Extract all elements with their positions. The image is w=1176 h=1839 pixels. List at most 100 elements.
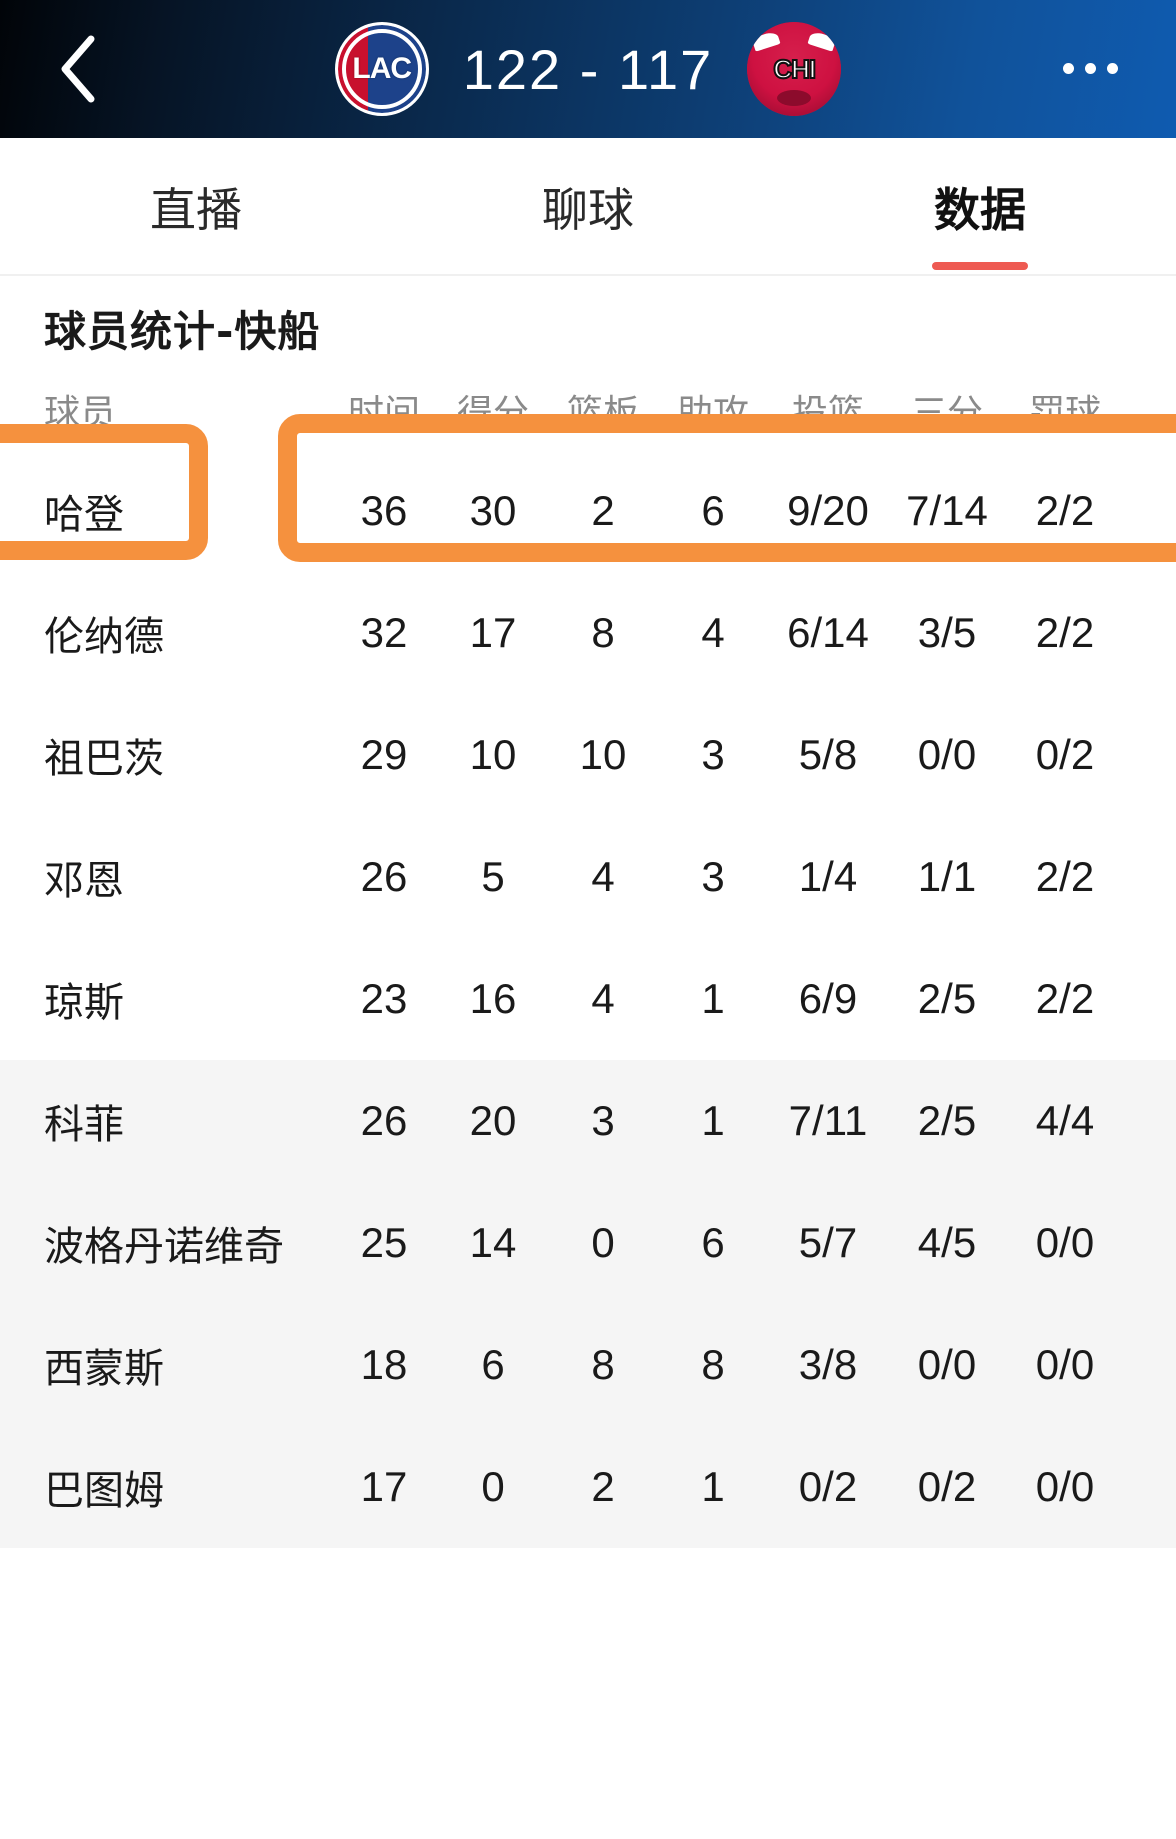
clippers-logo-icon[interactable]: LAC [334,22,429,116]
stat-min: 36 [360,487,408,534]
table-header-row: 球员 时间 得分 篮板 助攻 投篮 三分 罚球 [0,370,1176,450]
stat-ft: 0/0 [1035,1341,1095,1388]
stat-pts: 16 [469,975,517,1022]
column-header-pts: 得分 [456,393,529,434]
stat-reb: 2 [591,487,615,534]
stat-pts: 10 [469,731,517,778]
stat-pts: 17 [469,609,517,656]
stat-3p: 0/0 [917,731,977,778]
stat-ft: 0/0 [1035,1463,1095,1510]
tab-stats[interactable]: 数据 [784,138,1176,276]
stat-fg: 3/8 [798,1341,858,1388]
stat-3p: 4/5 [917,1219,977,1266]
stat-pts: 30 [469,487,517,534]
bulls-logo-icon[interactable]: CHI [747,22,842,116]
stat-pts: 6 [481,1341,505,1388]
column-header-ast: 助攻 [676,393,749,434]
stat-min: 25 [360,1219,408,1266]
column-header-min: 时间 [347,393,420,434]
table-row[interactable]: 祖巴茨 29 10 10 3 5/8 0/0 0/2 [0,694,1176,816]
stat-reb: 3 [591,1097,615,1144]
stat-fg: 5/7 [798,1219,858,1266]
tab-live[interactable]: 直播 [0,138,392,276]
stat-3p: 2/5 [917,1097,977,1144]
stat-ast: 8 [701,1341,725,1388]
stat-fg: 6/9 [798,975,858,1022]
tab-live-label: 直播 [150,183,242,237]
column-header-fg: 投篮 [791,393,864,434]
stat-reb: 8 [591,1341,615,1388]
player-name: 波格丹诺维奇 [44,1224,284,1270]
player-name: 祖巴茨 [44,736,164,782]
table-row[interactable]: 哈登 36 30 2 6 9/20 7/14 2/2 [0,450,1176,572]
stat-min: 26 [360,1097,408,1144]
more-horizontal-icon [1106,62,1118,74]
tab-bar-divider [0,274,1176,276]
stat-fg: 9/20 [787,487,869,534]
stat-pts: 0 [481,1463,505,1510]
stat-ast: 3 [701,853,725,900]
player-name: 科菲 [44,1102,124,1148]
stat-ast: 1 [701,1097,725,1144]
stat-ast: 1 [701,975,725,1022]
column-header-name: 球员 [44,393,117,434]
stat-ft: 4/4 [1035,1097,1095,1144]
home-team-abbr: CHI [772,53,817,85]
stat-ast: 4 [701,609,725,656]
more-options-button[interactable] [1050,38,1130,98]
table-row[interactable]: 波格丹诺维奇 25 14 0 6 5/7 4/5 0/0 [0,1182,1176,1304]
stat-pts: 14 [469,1219,517,1266]
stat-min: 17 [360,1463,408,1510]
player-stats-table: 球员 时间 得分 篮板 助攻 投篮 三分 罚球 哈登 36 30 2 6 9/2… [0,370,1176,1548]
stat-ft: 2/2 [1035,487,1095,534]
stat-3p: 7/14 [906,487,988,534]
stat-ft: 0/2 [1035,731,1095,778]
stat-ft: 2/2 [1035,853,1095,900]
table-row[interactable]: 琼斯 23 16 4 1 6/9 2/5 2/2 [0,938,1176,1060]
score-display: 122 - 117 [462,37,714,101]
active-tab-indicator [932,262,1028,270]
stat-ft: 2/2 [1035,975,1095,1022]
stat-ast: 3 [701,731,725,778]
column-header-ft: 罚球 [1028,393,1101,434]
tab-chat-label: 聊球 [542,183,634,237]
stat-reb: 4 [591,975,615,1022]
table-row[interactable]: 巴图姆 17 0 2 1 0/2 0/2 0/0 [0,1426,1176,1548]
stat-3p: 2/5 [917,975,977,1022]
table-row[interactable]: 伦纳德 32 17 8 4 6/14 3/5 2/2 [0,572,1176,694]
stat-fg: 0/2 [798,1463,858,1510]
back-button[interactable] [40,30,118,108]
player-name: 邓恩 [44,858,124,904]
stat-ast: 6 [701,1219,725,1266]
stat-3p: 0/0 [917,1341,977,1388]
stat-reb: 8 [591,609,615,656]
table-row[interactable]: 科菲 26 20 3 1 7/11 2/5 4/4 [0,1060,1176,1182]
stat-fg: 6/14 [787,609,869,656]
stat-min: 18 [360,1341,408,1388]
table-row[interactable]: 西蒙斯 18 6 8 8 3/8 0/0 0/0 [0,1304,1176,1426]
stat-reb: 0 [591,1219,615,1266]
stat-pts: 5 [481,853,505,900]
scoreboard: LAC 122 - 117 CHI [0,0,1176,138]
stat-min: 26 [360,853,408,900]
stat-fg: 5/8 [798,731,858,778]
more-horizontal-icon [1062,62,1074,74]
stat-fg: 1/4 [798,853,858,900]
column-header-3p: 三分 [910,393,983,434]
tab-chat[interactable]: 聊球 [392,138,784,276]
stat-3p: 3/5 [917,609,977,656]
table-row[interactable]: 邓恩 26 5 4 3 1/4 1/1 2/2 [0,816,1176,938]
stat-ft: 2/2 [1035,609,1095,656]
stat-min: 32 [360,609,408,656]
stat-reb: 10 [579,731,627,778]
tab-bar: 直播 聊球 数据 [0,138,1176,276]
stat-pts: 20 [469,1097,517,1144]
stat-ft: 0/0 [1035,1219,1095,1266]
stat-fg: 7/11 [788,1097,868,1144]
stat-ast: 6 [701,487,725,534]
stat-min: 23 [360,975,408,1022]
tab-stats-label: 数据 [934,183,1026,237]
player-name: 伦纳德 [44,614,164,660]
column-header-reb: 篮板 [566,393,639,434]
more-horizontal-icon [1084,62,1096,74]
